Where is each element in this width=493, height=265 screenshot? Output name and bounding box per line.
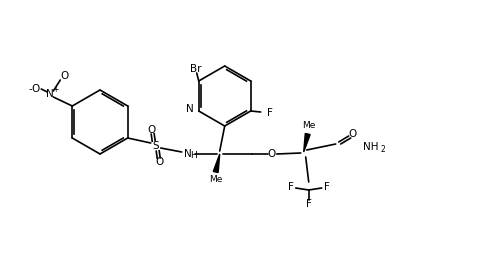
Text: Me: Me [302,121,316,130]
Text: Br: Br [190,64,202,74]
Text: F: F [267,108,273,118]
Text: 2: 2 [381,145,386,154]
Text: N: N [184,149,192,159]
Text: -O: -O [28,84,40,94]
Text: +: + [52,85,59,94]
Polygon shape [304,134,310,152]
Text: O: O [156,157,164,167]
Text: S: S [152,141,159,151]
Text: O: O [60,71,69,81]
Polygon shape [213,154,220,173]
Text: Me: Me [209,175,222,184]
Text: O: O [349,129,357,139]
Text: NH: NH [363,142,379,152]
Text: F: F [324,182,330,192]
Text: N: N [46,89,54,99]
Text: F: F [306,199,312,209]
Text: N: N [186,104,194,114]
Text: O: O [147,125,156,135]
Text: O: O [268,149,276,159]
Text: H: H [190,151,197,160]
Text: F: F [288,182,294,192]
